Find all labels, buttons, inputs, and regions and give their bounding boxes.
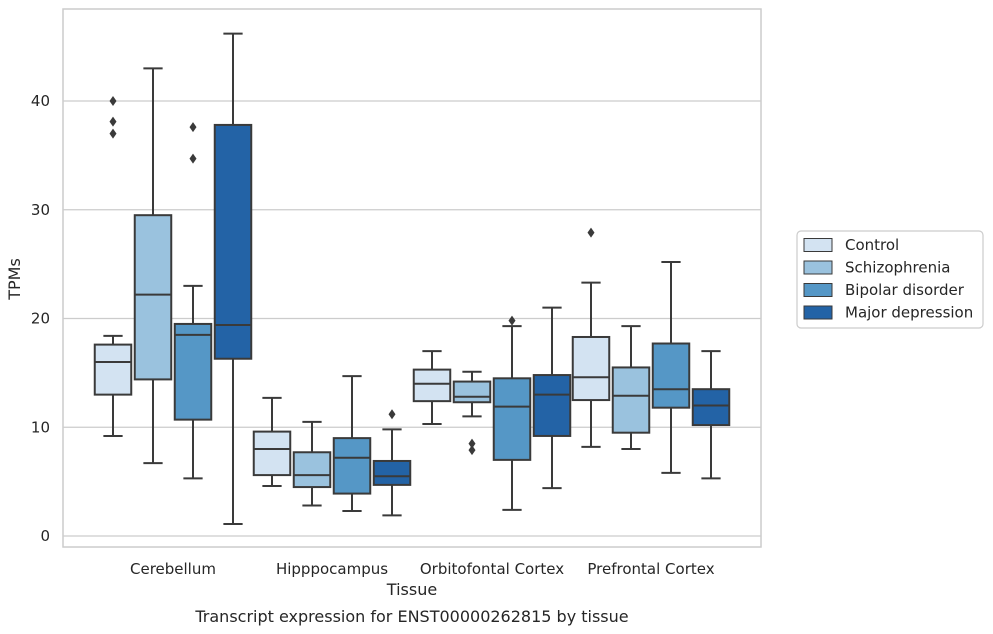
legend-label: Major depression (845, 304, 973, 322)
y-tick-label: 20 (31, 310, 50, 328)
legend: Control Schizophrenia Bipolar disorder Majo… (796, 230, 984, 329)
box (691, 388, 731, 427)
outlier-point (468, 445, 476, 456)
box (133, 214, 173, 381)
box (412, 368, 452, 403)
box (532, 374, 572, 437)
y-axis-label: TPMs (5, 258, 24, 301)
box (93, 343, 133, 396)
y-tick-label: 0 (40, 527, 50, 545)
box (292, 451, 332, 489)
outlier-point (388, 409, 396, 420)
outlier-point (189, 153, 197, 164)
box-group-orbitofontal-cortex (412, 306, 572, 511)
box (252, 430, 292, 477)
y-tick-label: 10 (31, 418, 50, 436)
legend-label: Bipolar disorder (845, 281, 965, 299)
legend-swatch (803, 305, 833, 320)
box-groups (93, 32, 731, 526)
x-axis-label: Tissue (386, 580, 437, 599)
x-tick-label: Cerebellum (130, 560, 216, 578)
box-group-cerebellum (93, 32, 253, 526)
box (213, 123, 253, 360)
box-group-prefrontal-cortex (571, 227, 731, 480)
outlier-point (189, 122, 197, 133)
y-axis-ticks: 0 10 20 30 40 (31, 92, 50, 545)
box (452, 380, 492, 404)
box (332, 437, 372, 495)
legend-swatch (803, 283, 833, 297)
outlier-point (109, 116, 117, 127)
outlier-point (587, 227, 595, 238)
plot-frame (62, 8, 762, 548)
legend-label: Control (845, 236, 899, 254)
legend-swatch (803, 260, 833, 275)
box (571, 335, 611, 402)
box (372, 459, 412, 486)
box (173, 322, 213, 421)
x-axis-ticks: Cerebellum Hipppocampus Orbitofontal Corte… (130, 560, 715, 578)
x-tick-label: Hipppocampus (276, 560, 388, 578)
outlier-point (468, 438, 476, 449)
outlier-point (109, 128, 117, 139)
legend-swatch (803, 238, 833, 252)
x-tick-label: Prefrontal Cortex (587, 560, 714, 578)
outlier-point (508, 315, 516, 326)
box (611, 366, 651, 434)
y-tick-label: 40 (31, 92, 50, 110)
legend-frame (796, 230, 984, 329)
box (651, 342, 691, 409)
x-tick-label: Orbitofontal Cortex (420, 560, 564, 578)
box-group-hipppocampus (252, 375, 412, 517)
box (492, 377, 532, 461)
outlier-point (109, 96, 117, 106)
legend-label: Schizophrenia (845, 259, 950, 277)
y-tick-label: 30 (31, 201, 50, 219)
chart-caption: Transcript expression for ENST0000026281… (194, 607, 628, 626)
